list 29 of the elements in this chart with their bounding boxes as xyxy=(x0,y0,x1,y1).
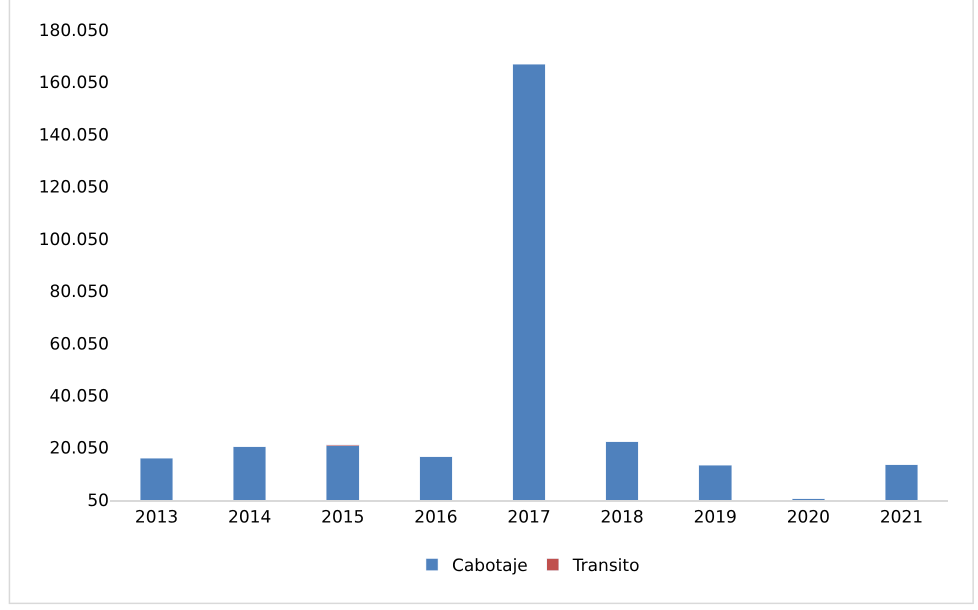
y-tick-label: 160.050 xyxy=(38,73,109,94)
y-tick-label: 60.050 xyxy=(50,334,109,354)
x-tick-label: 2017 xyxy=(507,507,551,528)
y-tick-label: 20.050 xyxy=(50,438,109,459)
y-tick-label: 40.050 xyxy=(50,386,109,407)
x-tick-label: 2013 xyxy=(134,507,178,528)
bar xyxy=(698,464,732,500)
bar xyxy=(326,445,360,500)
bar xyxy=(233,446,266,500)
y-tick-label: 100.050 xyxy=(38,230,109,250)
x-tick-label: 2019 xyxy=(694,507,737,528)
x-tick-label: 2016 xyxy=(414,507,458,528)
bar xyxy=(419,456,452,500)
x-tick-label: 2021 xyxy=(880,507,924,528)
bar xyxy=(884,464,918,500)
y-tick-label: 50 xyxy=(87,490,109,511)
bar xyxy=(512,64,546,500)
y-tick-label: 80.050 xyxy=(50,282,109,302)
x-tick-label: 2015 xyxy=(321,507,364,528)
bar xyxy=(606,442,639,500)
y-tick-label: 180.050 xyxy=(38,20,109,41)
x-tick-label: 2014 xyxy=(228,507,272,528)
legend-label: Cabotaje xyxy=(452,556,528,576)
legend-label: Transito xyxy=(572,556,640,576)
y-tick-label: 140.050 xyxy=(38,125,109,146)
x-tick-label: 2020 xyxy=(786,507,830,528)
bar xyxy=(140,458,174,500)
x-tick-label: 2018 xyxy=(600,507,644,528)
y-tick-label: 120.050 xyxy=(38,178,109,198)
